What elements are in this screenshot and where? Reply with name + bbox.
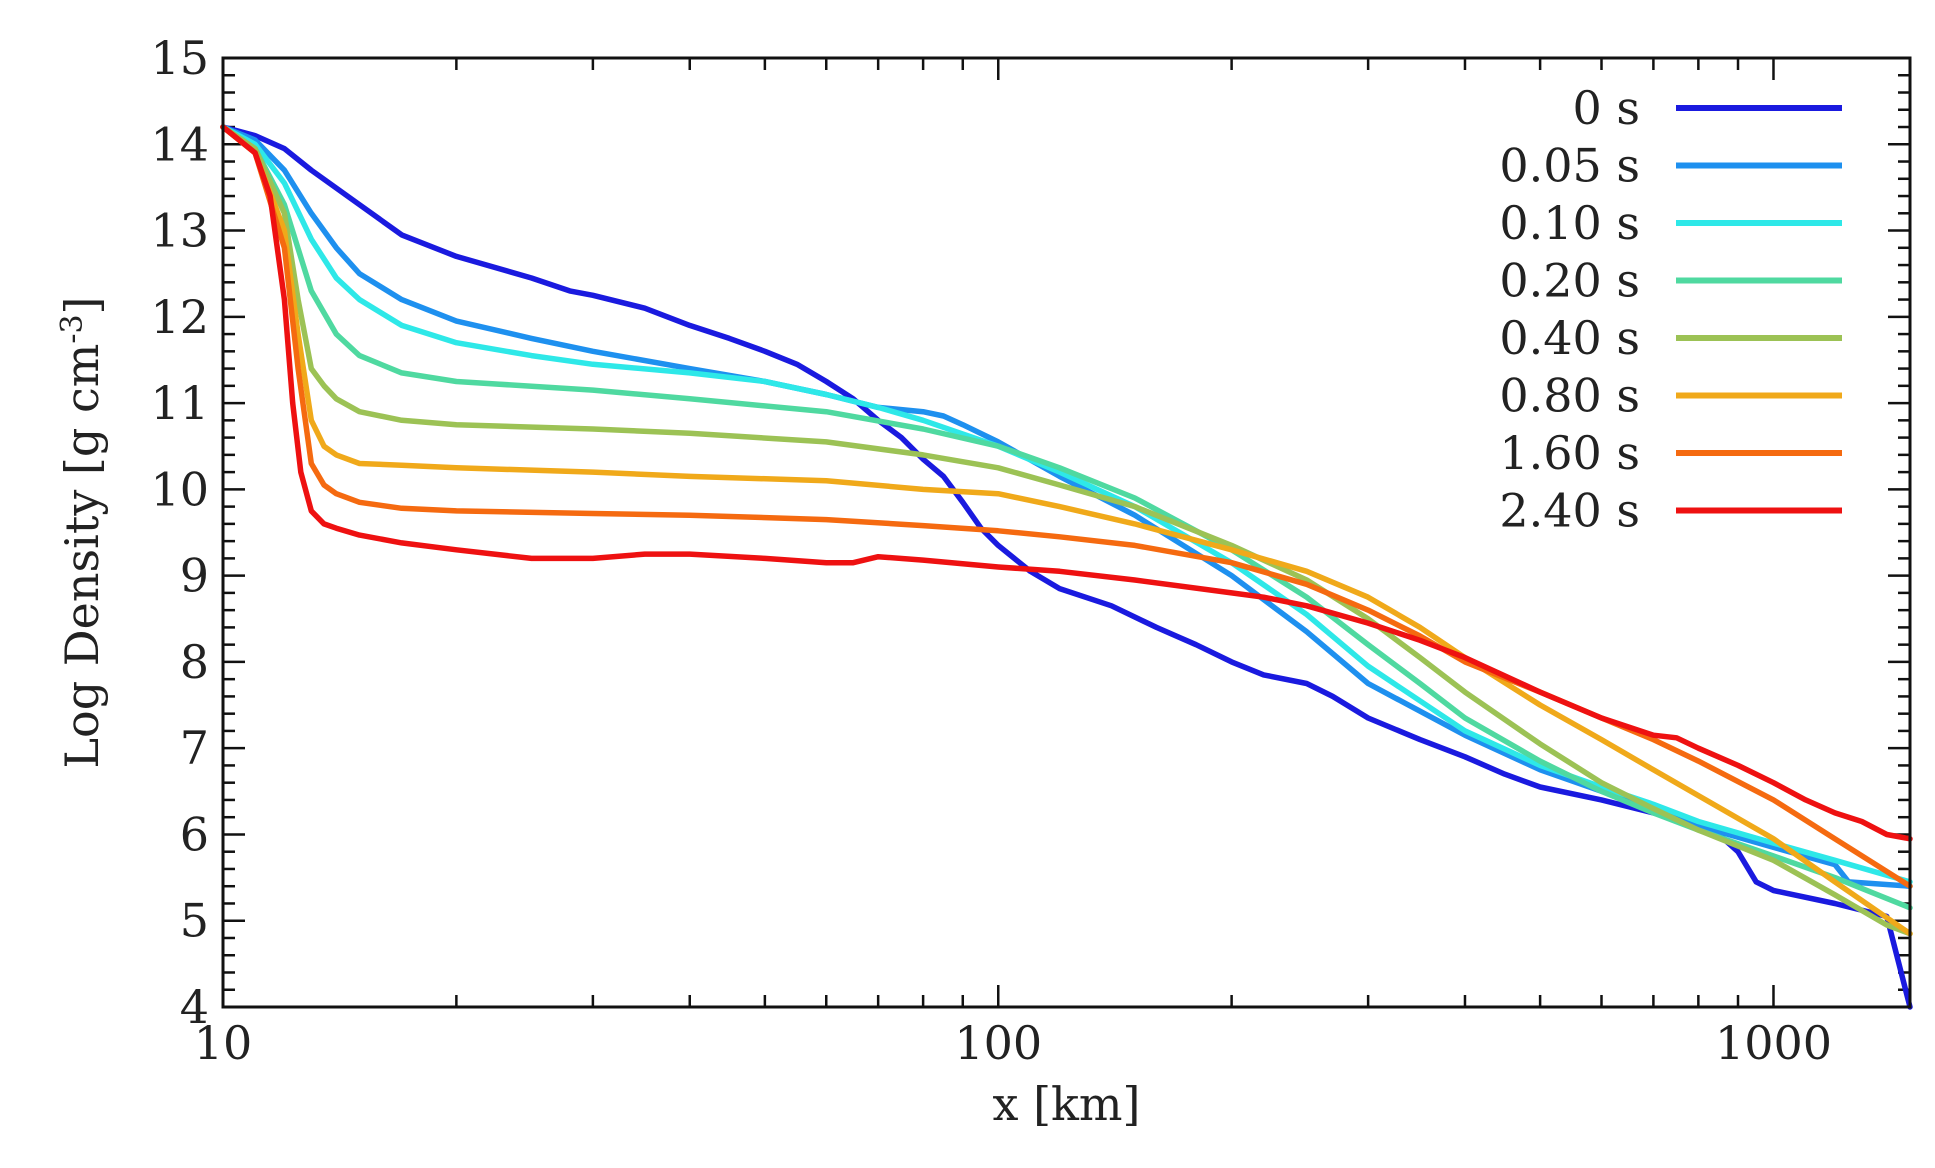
y-tick-label: 15 (150, 31, 209, 85)
plot-frame (221, 56, 1912, 1009)
legend: 0 s0.05 s0.10 s0.20 s0.40 s0.80 s1.60 s2… (1499, 81, 1842, 538)
y-axis-title-close: ] (55, 296, 109, 314)
legend-label-7: 2.40 s (1499, 484, 1640, 538)
y-tick-label: 10 (150, 462, 209, 516)
y-tick-label: 11 (150, 376, 209, 430)
axis-ticks (221, 56, 1910, 1009)
legend-label-3: 0.20 s (1499, 254, 1640, 308)
y-tick-label: 7 (180, 721, 209, 775)
legend-label-4: 0.40 s (1499, 311, 1640, 365)
series-line-3 (220, 124, 1913, 911)
y-tick-label: 12 (150, 290, 209, 344)
series-line-4 (220, 124, 1913, 937)
y-axis-title-main: Log Density [g cm (55, 344, 109, 769)
series-line-0 (220, 124, 1913, 1010)
y-tick-label: 9 (180, 549, 209, 603)
y-tick-label: 14 (150, 117, 209, 171)
legend-label-2: 0.10 s (1499, 196, 1640, 250)
series-line-5 (220, 124, 1913, 937)
legend-label-0: 0 s (1573, 81, 1641, 135)
y-axis-title: Log Density [g cm-3] (55, 296, 109, 768)
series-lines (220, 124, 1913, 1010)
legend-label-6: 1.60 s (1499, 426, 1640, 480)
x-tick-label: 100 (954, 1016, 1042, 1070)
y-tick-label: 5 (180, 894, 209, 948)
x-tick-label: 10 (194, 1016, 253, 1070)
y-axis-title-superscript: -3 (55, 314, 90, 343)
series-line-2 (220, 124, 1913, 885)
y-tick-label: 13 (150, 204, 209, 258)
series-line-7 (220, 124, 1913, 842)
legend-label-1: 0.05 s (1499, 139, 1640, 193)
y-tick-label: 8 (180, 635, 209, 689)
legend-label-5: 0.80 s (1499, 369, 1640, 423)
y-tick-label: 4 (180, 980, 209, 1034)
tick-labels: 10 100 1000 4 5 6 7 8 9 10 11 12 13 14 15 (150, 31, 1832, 1070)
x-axis-title: x [km] (993, 1077, 1141, 1131)
y-tick-label: 6 (180, 807, 209, 861)
x-tick-label: 1000 (1715, 1016, 1832, 1070)
